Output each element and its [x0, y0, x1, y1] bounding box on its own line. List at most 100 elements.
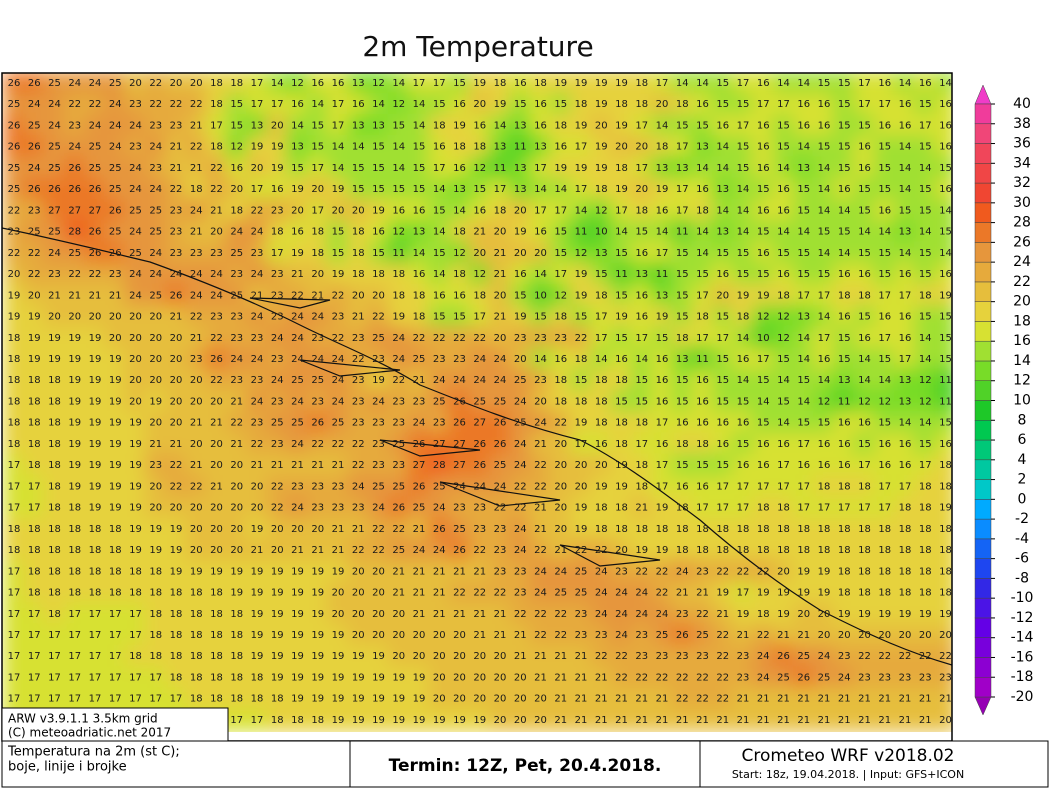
cell	[124, 177, 147, 201]
cell-value: 15	[595, 269, 608, 280]
cell-value: 21	[230, 396, 243, 407]
cell-value: 16	[554, 142, 567, 153]
cell	[83, 177, 107, 201]
cell-value: 19	[8, 290, 21, 301]
cell-value: 20	[554, 481, 567, 492]
cell-value: 15	[797, 205, 810, 216]
cell-value: 15	[696, 460, 709, 471]
cell-value: 19	[251, 651, 264, 662]
cell-value: 25	[332, 418, 345, 429]
cell	[893, 198, 917, 222]
cell-value: 18	[635, 78, 648, 89]
cell-value: 16	[554, 354, 567, 365]
cell-value: 16	[433, 142, 446, 153]
cell	[266, 113, 289, 138]
cell-value: 20	[494, 672, 507, 683]
cell-value: 13	[372, 120, 385, 131]
cell-value: 20	[170, 503, 183, 514]
cell-value: 24	[615, 630, 628, 641]
cell-value: 20	[514, 694, 527, 705]
cell-value: 23	[311, 503, 324, 514]
cell	[185, 156, 208, 180]
cell-value: 11	[615, 269, 628, 280]
cell-value: 26	[494, 418, 507, 429]
temperature-field	[2, 73, 952, 732]
cell	[691, 113, 714, 138]
cell-value: 25	[109, 184, 122, 195]
cell-value: 14	[413, 248, 426, 259]
cell-value: 15	[919, 248, 932, 259]
cell-value: 18	[919, 524, 932, 535]
cell-value: 16	[534, 120, 547, 131]
cell-value: 20	[433, 672, 446, 683]
cell-value: 17	[858, 99, 871, 110]
cell-value: 14	[899, 248, 912, 259]
cell	[2, 241, 26, 265]
cell-value: 22	[453, 333, 466, 344]
cell-value: 27	[48, 205, 61, 216]
cell	[104, 73, 127, 95]
cell	[650, 135, 674, 159]
cell-value: 22	[534, 545, 547, 556]
cell-value: 19	[129, 418, 142, 429]
cell-value: 20	[494, 227, 507, 238]
cell	[590, 92, 613, 116]
cell-value: 25	[311, 375, 324, 386]
cell-value: 16	[858, 333, 871, 344]
cell-value: 19	[332, 694, 345, 705]
cell-value: 17	[878, 481, 891, 492]
cell-value: 23	[858, 672, 871, 683]
cell-value: 11	[676, 227, 689, 238]
cell-value: 19	[797, 566, 810, 577]
cell-value: 22	[170, 481, 183, 492]
cell-value: 15	[797, 375, 810, 386]
cell-value: 15	[433, 205, 446, 216]
cell	[347, 177, 370, 201]
cell	[428, 92, 451, 116]
cell-value: 20	[514, 672, 527, 683]
cell-value: 15	[696, 120, 709, 131]
cell-value: 14	[656, 227, 669, 238]
cell-value: 16	[757, 142, 770, 153]
cell-value: 21	[818, 715, 831, 726]
cell-value: 19	[554, 163, 567, 174]
cell-value: 19	[818, 566, 831, 577]
cell	[610, 241, 633, 265]
cell-value: 14	[696, 227, 709, 238]
cell-value: 14	[797, 354, 810, 365]
cell-value: 24	[514, 439, 527, 450]
cell-value: 16	[797, 120, 810, 131]
cell-value: 21	[332, 460, 345, 471]
cell	[367, 241, 390, 265]
cell-value: 15	[838, 99, 851, 110]
cell-value: 20	[878, 630, 891, 641]
cell-value: 19	[595, 163, 608, 174]
cell-value: 25	[392, 545, 405, 556]
cell-value: 16	[878, 312, 891, 323]
cell-value: 14	[352, 142, 365, 153]
cell	[306, 73, 329, 95]
cell-value: 24	[635, 609, 648, 620]
cell-value: 16	[514, 269, 527, 280]
cell	[347, 241, 370, 265]
cell	[286, 135, 309, 159]
cell-value: 14	[656, 120, 669, 131]
cell-value: 20	[332, 609, 345, 620]
cell-value: 25	[291, 418, 304, 429]
cell-value: 24	[89, 78, 102, 89]
cell	[468, 177, 491, 201]
cell-value: 15	[777, 248, 790, 259]
cell-value: 23	[190, 248, 203, 259]
cell	[893, 92, 917, 116]
cell-value: 15	[392, 120, 405, 131]
cell-value: 16	[838, 269, 851, 280]
cell	[833, 177, 856, 201]
cell	[407, 113, 431, 138]
cell	[691, 156, 714, 180]
cell-value: 16	[696, 396, 709, 407]
cell-value: 18	[190, 184, 203, 195]
cell-value: 12	[818, 396, 831, 407]
cell-value: 23	[575, 609, 588, 620]
cell	[630, 198, 653, 222]
cell-value: 20	[534, 396, 547, 407]
